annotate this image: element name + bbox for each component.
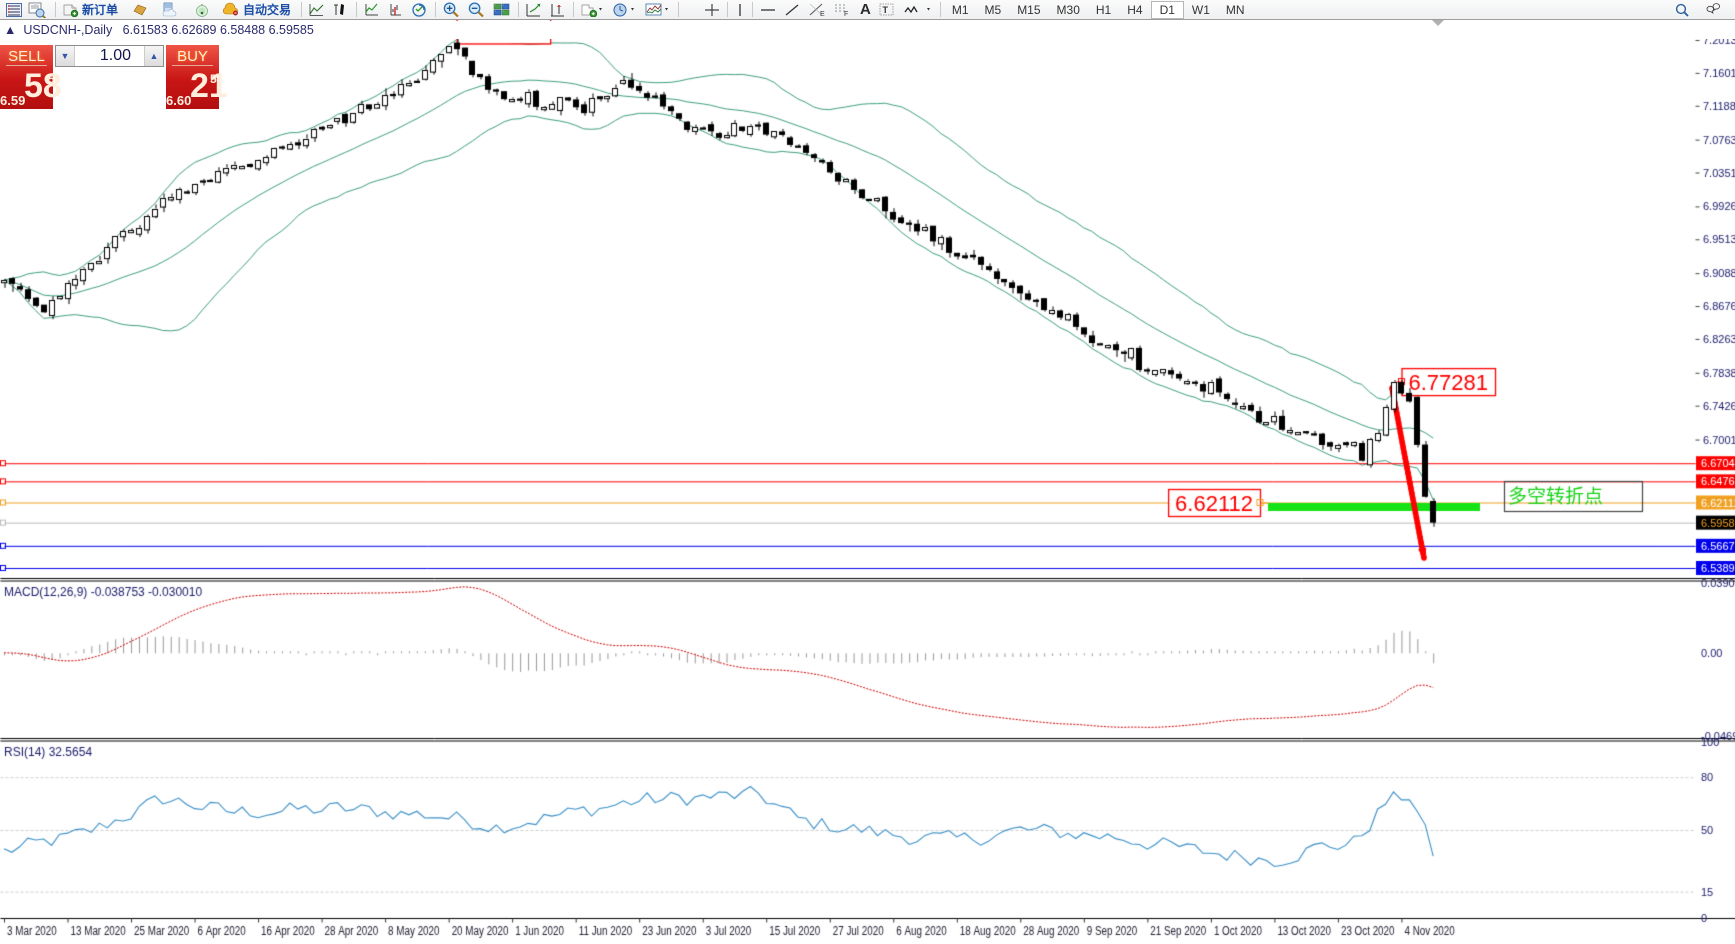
svg-text:F: F [844,11,848,17]
svg-text:T: T [882,5,888,15]
svg-text:E: E [820,11,825,17]
